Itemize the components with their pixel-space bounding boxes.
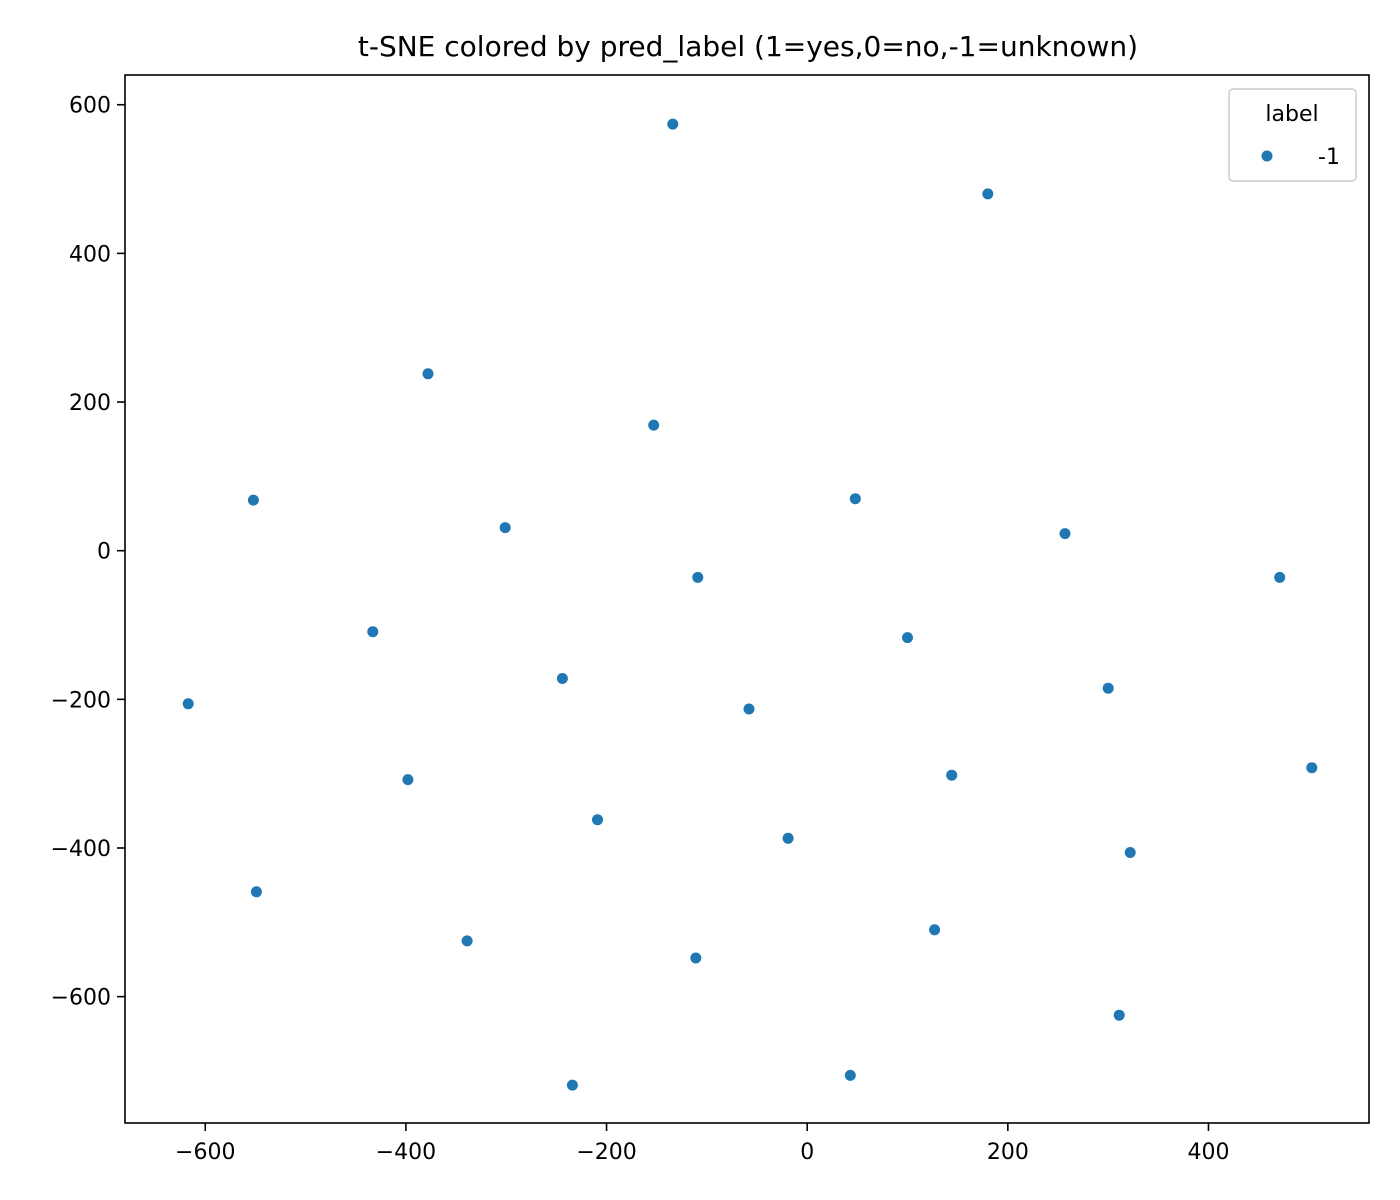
data-point-0-27 [566,1079,578,1091]
data-point-0-23 [461,935,473,947]
plot-frame [124,74,1370,1124]
x-tick-label: 400 [1187,1140,1229,1165]
data-point-0-26 [1113,1009,1125,1021]
x-tick-label: 0 [800,1140,814,1165]
data-point-0-18 [1306,762,1318,774]
chart-title: t-SNE colored by pred_label (1=yes,0=no,… [358,30,1138,63]
x-tick-label: −200 [576,1140,636,1165]
legend-title: label [1265,102,1318,127]
data-point-0-0 [667,118,679,130]
data-point-0-13 [556,673,568,684]
data-point-0-11 [902,632,913,644]
x-tick-label: −400 [376,1140,436,1165]
x-tick-label: −600 [175,1140,235,1165]
y-tick-label: 600 [69,94,111,119]
legend-marker [1261,150,1273,162]
legend: label-1 [1228,88,1357,182]
x-tick-label: 200 [987,1140,1029,1165]
data-point-0-9 [1274,571,1286,583]
data-point-0-28 [844,1069,856,1081]
data-point-0-25 [690,952,702,964]
data-point-0-4 [247,494,259,506]
data-point-0-15 [1102,682,1114,694]
data-point-0-3 [648,419,660,431]
y-tick-label: −200 [51,688,111,713]
data-point-0-1 [982,188,994,200]
data-point-0-14 [743,703,755,715]
data-point-0-22 [250,886,262,898]
data-point-0-6 [499,522,511,534]
y-tick-label: 400 [69,242,111,267]
data-point-0-8 [692,571,704,583]
data-point-0-17 [946,769,958,781]
data-point-0-10 [367,626,379,638]
y-tick-label: −400 [51,837,111,862]
data-point-0-20 [782,832,794,844]
data-point-0-2 [422,368,434,380]
data-point-0-24 [929,924,941,936]
data-point-0-5 [849,493,861,505]
legend-box [1228,88,1357,182]
points-layer [182,118,1318,1091]
data-point-0-12 [182,698,194,710]
y-tick-label: 200 [69,391,111,416]
data-point-0-19 [592,814,603,826]
legend-label: -1 [1318,145,1340,170]
axes: −600 −400 −200 0 200 400 −600 −400 −200 0 200 400 60… [51,74,1370,1165]
data-point-0-16 [402,774,414,786]
y-tick-label: 0 [97,540,111,565]
data-point-0-7 [1059,528,1071,540]
data-point-0-21 [1124,847,1136,858]
y-tick-label: −600 [51,986,111,1011]
